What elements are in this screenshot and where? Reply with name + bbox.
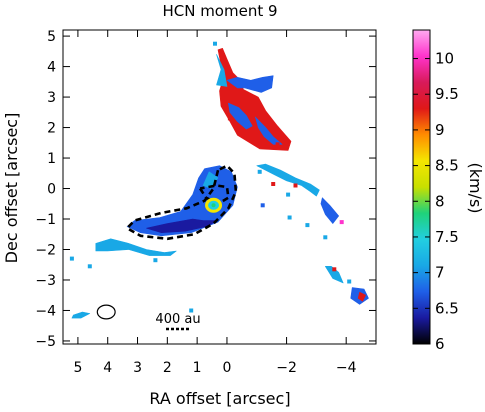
beam-ellipse: [96, 304, 116, 320]
colorbar-tick-label: 8: [435, 192, 445, 210]
colorbar-tick-label: 7.5: [435, 228, 459, 246]
speck: [287, 215, 292, 220]
x-tick-label: 2: [163, 360, 172, 376]
x-tick-label: 4: [103, 360, 112, 376]
region-north-streamer-blue-2: [228, 102, 253, 130]
speck: [339, 220, 344, 225]
colorbar: [413, 30, 430, 344]
y-tick-label: 0: [47, 182, 56, 198]
region-southeast-streamer-blue: [320, 197, 340, 224]
velocity-map: [69, 41, 369, 319]
region-disk-dark: [146, 218, 219, 233]
speck: [213, 41, 217, 46]
x-tick-label: 0: [222, 360, 231, 376]
x-axis-label: RA offset [arcsec]: [149, 389, 290, 408]
marker-layer: [96, 197, 223, 320]
speck: [286, 192, 291, 197]
y-tick-label: 1: [47, 151, 56, 167]
chart-title: HCN moment 9: [162, 2, 277, 20]
y-tick-label: −3: [35, 273, 56, 289]
y-tick-label: −4: [35, 303, 56, 319]
y-tick-label: 2: [47, 121, 56, 137]
y-tick-label: 4: [47, 60, 56, 76]
speck: [293, 183, 298, 188]
y-tick-label: −5: [35, 334, 56, 350]
speck: [271, 182, 276, 186]
colorbar-tick-label: 10: [435, 50, 454, 68]
colorbar-tick-label: 6.5: [435, 299, 459, 317]
colorbar-tick-label: 9: [435, 121, 445, 139]
colorbar-ticks: 6 6.5 7 7.5 8 8.5 9 9.5 10: [413, 50, 459, 353]
y-tick-label: −1: [35, 212, 56, 228]
x-tick-label: 3: [133, 360, 142, 376]
speck: [332, 267, 337, 272]
continuum-contour-outer: [125, 164, 238, 241]
speck: [87, 264, 92, 269]
region-south-cyan-arm: [95, 238, 177, 256]
colorbar-label: (km/s): [466, 162, 485, 213]
region-southeast-tail-cyan: [324, 265, 344, 284]
speck: [305, 223, 310, 228]
colorbar-tick-label: 8.5: [435, 157, 459, 175]
colorbar-frame: [412, 29, 431, 345]
x-tick-label: −4: [336, 360, 357, 376]
continuum-contour-inner: [199, 184, 230, 206]
y-axis-label: Dec offset [arcsec]: [2, 113, 21, 264]
speck: [260, 203, 265, 208]
speck: [153, 258, 158, 263]
contour-layer: [125, 164, 238, 241]
y-tick-label: 5: [47, 29, 56, 45]
speck: [69, 256, 74, 261]
region-north-streamer-red: [217, 47, 292, 151]
speck: [275, 142, 280, 147]
velocity-peak-core: [211, 203, 216, 208]
y-tick-label: 3: [47, 90, 56, 106]
speck: [257, 169, 262, 174]
region-north-streamer-cyan: [216, 54, 228, 87]
scale-bar-label: 400 au: [155, 312, 200, 327]
region-southeast-streamer-cyan: [256, 163, 320, 197]
colorbar-tick-label: 9.5: [435, 85, 459, 103]
x-tick-label: −2: [276, 360, 297, 376]
x-tick-label: 5: [73, 360, 82, 376]
speck: [347, 279, 352, 284]
speck: [323, 235, 328, 240]
region-southeast-tail-red: [357, 291, 366, 302]
colorbar-tick-label: 6: [435, 335, 445, 353]
colorbar-tick-label: 7: [435, 264, 445, 282]
y-tick-label: −2: [35, 242, 56, 258]
axis-ticks: 5 4 3 2 1 0 −2 −4 5 4 3 2 1 0 −1 −2 −3 −4 −5: [35, 29, 376, 376]
speck: [189, 308, 194, 313]
region-disk-cyan-rim: [202, 171, 219, 189]
region-west-patch-cyan: [71, 311, 91, 319]
plot-frame: [62, 29, 377, 345]
region-north-streamer-blue-1: [226, 75, 274, 93]
speck: [227, 116, 232, 121]
x-tick-label: 1: [193, 360, 202, 376]
